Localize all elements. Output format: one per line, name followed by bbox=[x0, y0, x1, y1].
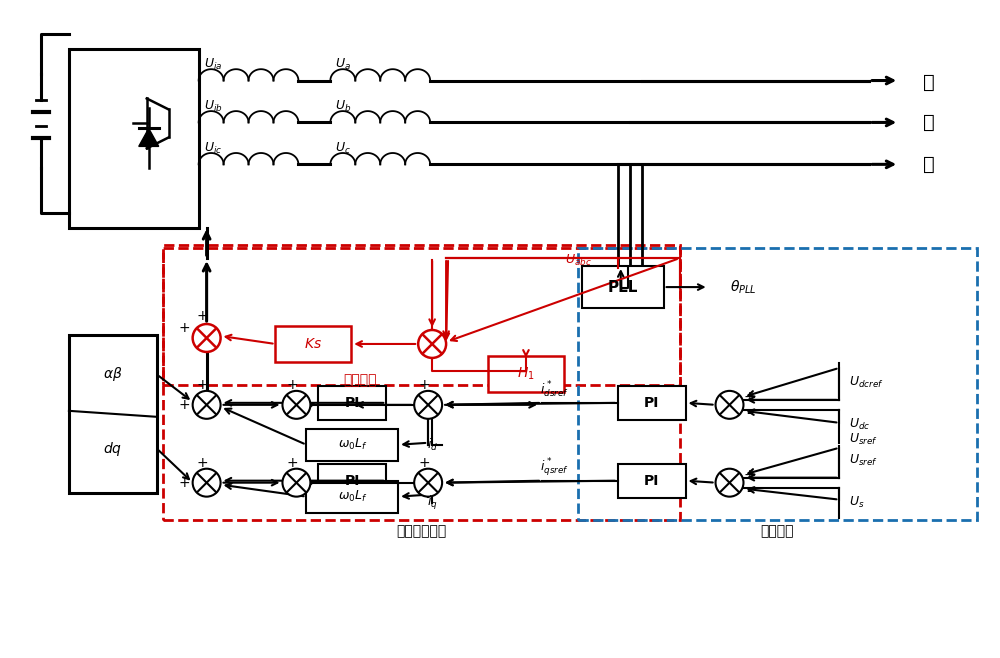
Text: +: + bbox=[179, 398, 190, 412]
Text: $\alpha\beta$: $\alpha\beta$ bbox=[103, 365, 123, 384]
Text: $i^*_{dsref}$: $i^*_{dsref}$ bbox=[540, 380, 569, 400]
Circle shape bbox=[414, 391, 442, 418]
Text: $U_a$: $U_a$ bbox=[335, 57, 351, 72]
Text: $U_c$: $U_c$ bbox=[335, 141, 351, 156]
Text: 阻尼滤波: 阻尼滤波 bbox=[344, 373, 377, 387]
Text: +: + bbox=[418, 456, 430, 470]
Text: $U_{sref}$: $U_{sref}$ bbox=[849, 432, 878, 447]
Bar bbox=[618, 386, 686, 420]
Bar bbox=[306, 481, 398, 513]
Bar bbox=[618, 464, 686, 497]
Text: $U_{dc}$: $U_{dc}$ bbox=[849, 417, 871, 432]
Text: $\theta_{PLL}$: $\theta_{PLL}$ bbox=[730, 278, 757, 296]
Text: $i_d$: $i_d$ bbox=[427, 437, 438, 453]
Circle shape bbox=[193, 468, 221, 497]
Text: $\omega_0 L_f$: $\omega_0 L_f$ bbox=[338, 437, 367, 452]
Text: +: + bbox=[197, 378, 208, 392]
Text: +: + bbox=[287, 378, 298, 392]
Circle shape bbox=[414, 468, 442, 497]
Text: $H_1$: $H_1$ bbox=[517, 366, 535, 382]
Text: +: + bbox=[744, 390, 755, 404]
Text: $i_q$: $i_q$ bbox=[427, 494, 437, 512]
Text: PI: PI bbox=[644, 396, 659, 410]
Text: 外环控制: 外环控制 bbox=[761, 524, 794, 538]
Text: PI: PI bbox=[644, 474, 659, 488]
Text: $U_{dcref}$: $U_{dcref}$ bbox=[849, 375, 884, 390]
Text: $U_{ia}$: $U_{ia}$ bbox=[204, 57, 222, 72]
Bar bbox=[488, 356, 564, 392]
Text: +: + bbox=[418, 378, 430, 392]
Text: PLL: PLL bbox=[608, 280, 638, 295]
Circle shape bbox=[716, 391, 743, 418]
Text: +: + bbox=[744, 468, 755, 482]
Text: $dq$: $dq$ bbox=[103, 440, 122, 457]
Text: PI: PI bbox=[345, 396, 360, 410]
Bar bbox=[69, 49, 199, 228]
Text: +: + bbox=[197, 456, 208, 470]
Text: +: + bbox=[197, 309, 208, 323]
Bar bbox=[318, 464, 386, 497]
Polygon shape bbox=[139, 128, 159, 146]
Text: $U_{ic}$: $U_{ic}$ bbox=[204, 141, 222, 156]
Text: $U_{ib}$: $U_{ib}$ bbox=[204, 99, 222, 114]
Text: 点: 点 bbox=[923, 155, 935, 174]
Text: $\omega_0 L_f$: $\omega_0 L_f$ bbox=[338, 489, 367, 504]
Text: +: + bbox=[179, 476, 190, 490]
Text: $U_b$: $U_b$ bbox=[335, 99, 352, 114]
Text: -: - bbox=[747, 484, 752, 497]
Text: PI: PI bbox=[345, 474, 360, 488]
Text: 网: 网 bbox=[923, 113, 935, 132]
Text: $U_{abc}$: $U_{abc}$ bbox=[565, 253, 592, 268]
Bar bbox=[275, 326, 351, 362]
Circle shape bbox=[193, 391, 221, 418]
Text: $Ks$: $Ks$ bbox=[304, 337, 322, 351]
Circle shape bbox=[282, 468, 310, 497]
Bar bbox=[582, 266, 664, 308]
Text: +: + bbox=[287, 456, 298, 470]
Text: $i^*_{qsref}$: $i^*_{qsref}$ bbox=[540, 457, 569, 479]
Circle shape bbox=[418, 330, 446, 358]
Bar bbox=[578, 248, 977, 520]
Circle shape bbox=[282, 391, 310, 418]
Bar bbox=[163, 245, 680, 385]
Text: -: - bbox=[747, 406, 752, 420]
Text: 电流内环控制: 电流内环控制 bbox=[396, 524, 446, 538]
Text: $U_s$: $U_s$ bbox=[849, 495, 865, 510]
Bar bbox=[306, 429, 398, 461]
Circle shape bbox=[193, 324, 221, 352]
Circle shape bbox=[716, 468, 743, 497]
Text: $U_{sref}$: $U_{sref}$ bbox=[849, 453, 878, 468]
Bar bbox=[163, 248, 680, 520]
Text: +: + bbox=[179, 321, 190, 335]
Text: 并: 并 bbox=[923, 73, 935, 92]
Bar bbox=[318, 386, 386, 420]
Polygon shape bbox=[69, 335, 157, 493]
